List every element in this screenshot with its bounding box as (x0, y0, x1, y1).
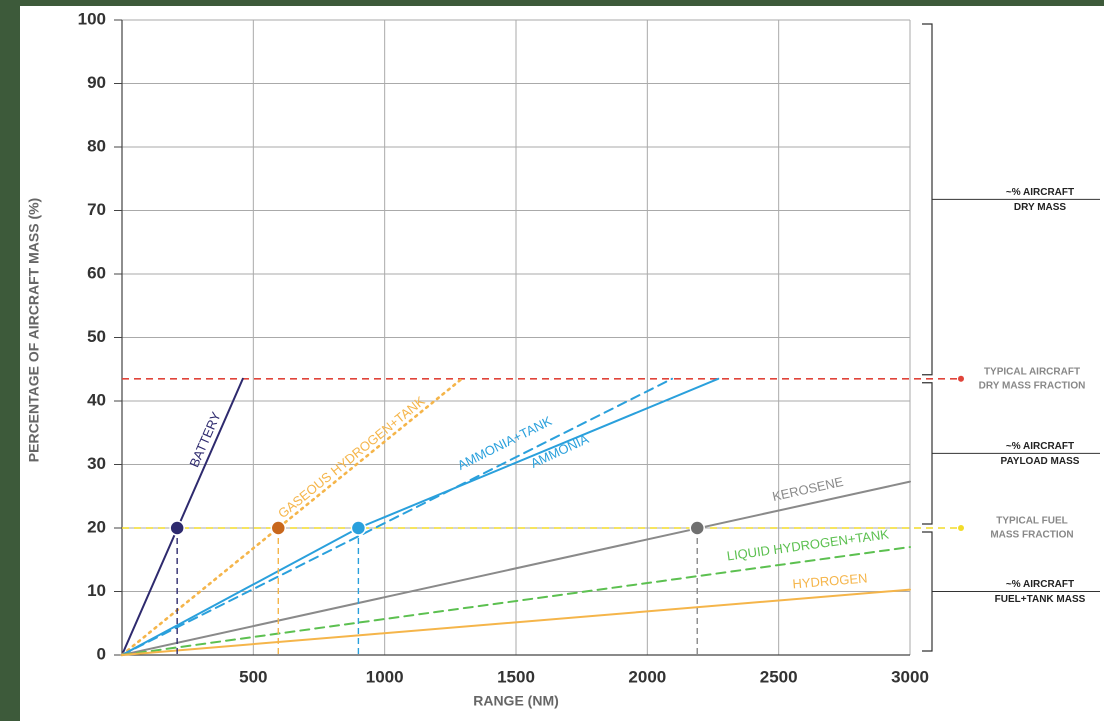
series-line (121, 377, 674, 656)
y-axis-title: PERCENTAGE OF AIRCRAFT MASS (%) (26, 198, 42, 462)
reference-label: TYPICAL AIRCRAFT (984, 366, 1080, 377)
series-line (120, 377, 464, 657)
y-tick-label: 30 (87, 454, 106, 473)
bracket-label: ~% AIRCRAFT (1006, 579, 1074, 590)
series-label: HYDROGEN (792, 570, 868, 591)
series-line (121, 377, 244, 656)
marker (270, 520, 287, 536)
x-tick-label: 1500 (497, 667, 535, 686)
bracket-label: ~% AIRCRAFT (1006, 187, 1074, 198)
bracket-label: ~% AIRCRAFT (1006, 441, 1074, 452)
y-tick-label: 90 (87, 73, 106, 92)
x-tick-label: 500 (239, 667, 267, 686)
y-tick-label: 20 (87, 517, 106, 536)
series-line (121, 588, 911, 656)
y-tick-label: 100 (78, 9, 106, 28)
series-line (121, 546, 911, 656)
y-tick-label: 10 (87, 581, 106, 600)
marker (350, 520, 367, 536)
bracket-label: FUEL+TANK MASS (995, 594, 1086, 605)
y-tick-label: 80 (87, 136, 106, 155)
reference-dot (958, 375, 964, 382)
reference-dot (958, 525, 964, 531)
marker (169, 520, 185, 536)
y-tick-label: 0 (97, 644, 106, 663)
marker (689, 520, 705, 536)
bracket-label: DRY MASS (1014, 202, 1067, 213)
x-tick-label: 2500 (760, 667, 798, 686)
reference-label: MASS FRACTION (990, 530, 1073, 541)
y-tick-label: 60 (87, 263, 106, 282)
series-line (121, 480, 911, 656)
bracket-label: PAYLOAD MASS (1001, 456, 1080, 467)
chart-panel (20, 6, 1104, 721)
y-tick-label: 40 (87, 390, 106, 409)
x-tick-label: 2000 (628, 667, 666, 686)
reference-label: TYPICAL FUEL (996, 516, 1067, 527)
y-tick-label: 70 (87, 200, 106, 219)
x-tick-label: 3000 (891, 667, 929, 686)
x-tick-label: 1000 (366, 667, 404, 686)
y-tick-label: 50 (87, 327, 106, 346)
x-axis-title: RANGE (NM) (473, 693, 559, 709)
reference-label: DRY MASS FRACTION (979, 380, 1086, 391)
